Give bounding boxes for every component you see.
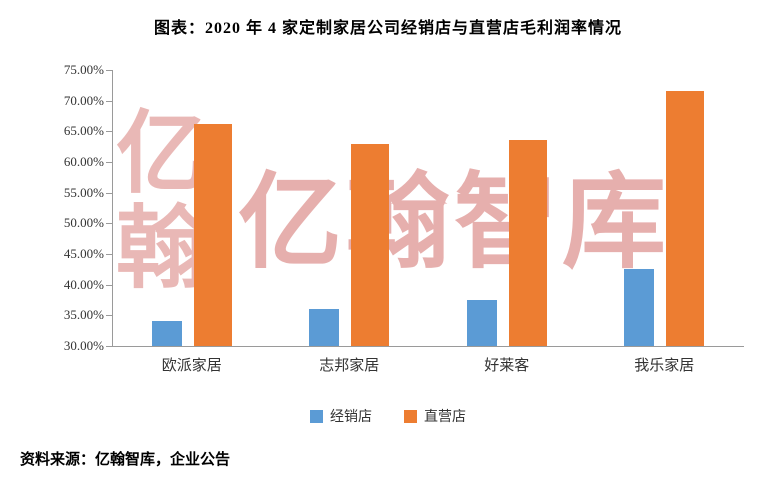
plot-area [113,70,743,346]
y-axis-tick [106,70,112,71]
y-axis-tick [106,100,112,102]
legend-item: 直营店 [404,406,466,426]
legend-swatch [310,409,323,423]
y-axis-label: 65.00% [63,123,104,139]
x-axis-label: 我乐家居 [634,358,695,374]
y-axis-label: 50.00% [63,215,104,231]
y-axis-label: 40.00% [63,276,104,292]
y-axis-label: 75.00% [63,62,104,77]
legend: 经销店 直营店 [0,406,776,426]
bar-group [428,70,586,346]
y-axis-tick [106,131,112,133]
legend-label: 直营店 [424,410,466,425]
bar [309,309,340,346]
bar [193,123,232,346]
bar [351,143,390,346]
y-axis-tick [106,315,112,317]
bar [151,321,182,346]
bar [624,269,655,346]
y-axis-label: 35.00% [63,307,104,323]
bar-group [586,70,744,346]
bar-group [113,70,271,346]
y-axis-tick [106,254,112,255]
bar-group [271,70,429,346]
y-axis-tick [106,284,112,286]
y-axis-line [112,70,113,347]
y-axis-tick [106,346,112,347]
legend-label: 经销店 [330,410,372,425]
y-axis-label: 70.00% [63,92,104,108]
x-axis-label: 志邦家居 [319,358,380,374]
bar [508,139,547,346]
y-axis-label: 30.00% [63,338,104,353]
y-axis-labels: 75.00% 70.00% 65.00% 60.00% 55.00% 50.00% 45.0… [18,62,104,353]
x-axis-line [112,346,744,347]
y-axis-ticks [106,70,112,347]
y-axis-tick [106,192,112,194]
legend-item: 经销店 [310,406,372,426]
source-note: 资料来源：亿翰智库，企业公告 [20,452,231,468]
x-axis-label: 欧派家居 [161,358,222,374]
x-axis-label: 好莱客 [484,358,530,374]
y-axis-tick [106,223,112,225]
x-axis-labels: 欧派家居 志邦家居 好莱客 我乐家居 [113,354,743,375]
y-axis-tick [106,162,112,163]
y-axis-label: 45.00% [63,246,104,261]
bar [466,300,497,346]
y-axis-label: 60.00% [63,154,104,169]
bar [666,91,705,346]
y-axis-label: 55.00% [63,184,104,200]
chart-title: 图表：2020 年 4 家定制家居公司经销店与直营店毛利润率情况 [153,20,622,37]
legend-swatch [404,409,417,423]
